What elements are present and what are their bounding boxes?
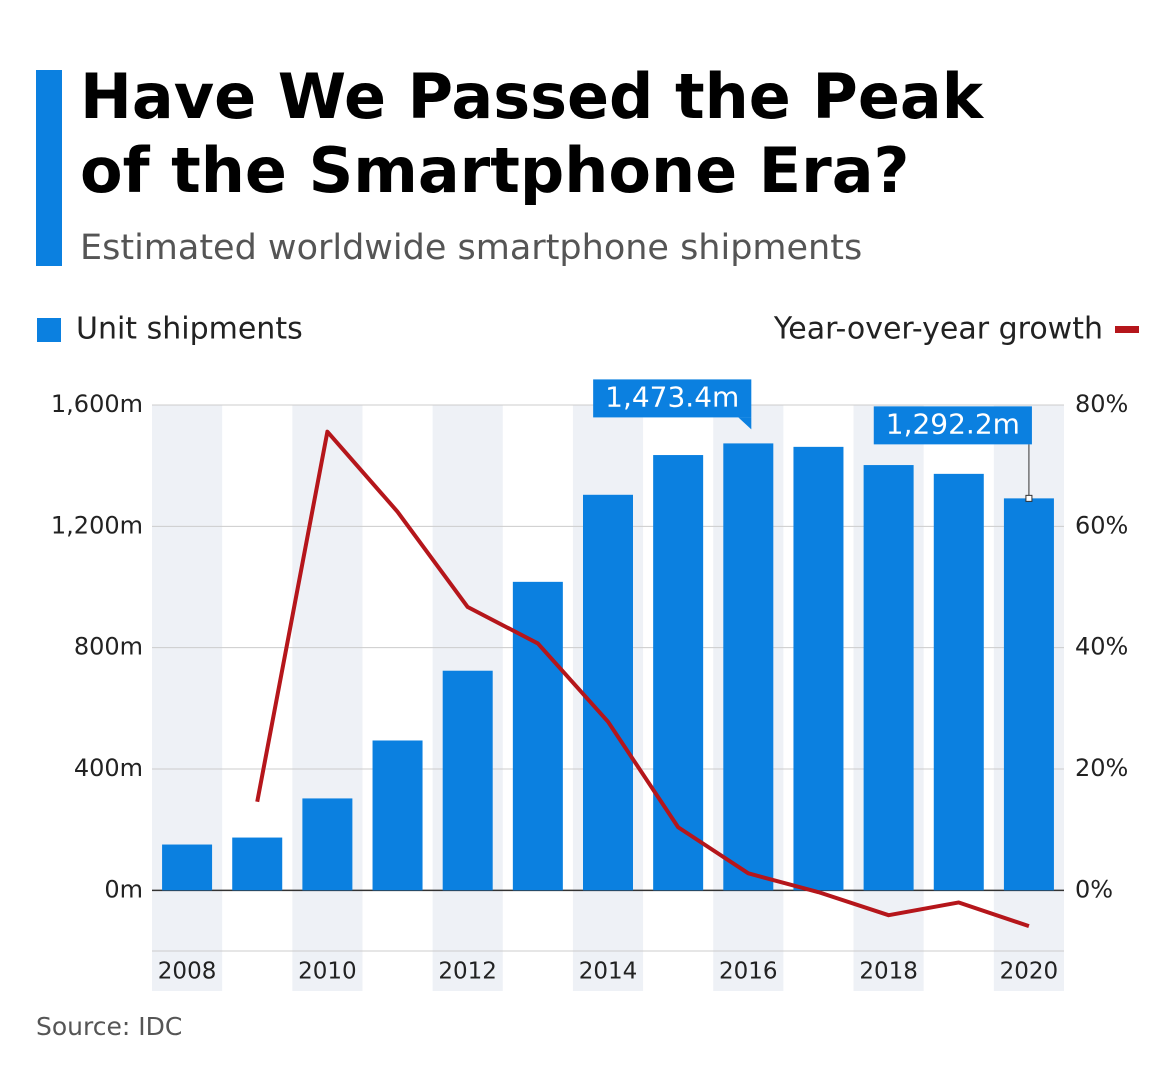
- annotation-pointer: [738, 417, 752, 430]
- bar: [232, 837, 283, 891]
- bar: [583, 494, 633, 891]
- y2-tick-label: 0%: [1075, 875, 1113, 903]
- legend-swatch: [37, 318, 61, 342]
- value-label: 1,473.4m: [605, 380, 739, 413]
- legend-label: Year-over-year growth: [773, 312, 1103, 347]
- y2-tick-label: 80%: [1075, 390, 1128, 418]
- bar: [653, 455, 704, 891]
- x-tick-label: 2018: [859, 959, 918, 985]
- y2-tick-label: 20%: [1075, 754, 1128, 782]
- chart-title: Have We Passed the Peak of the Smartphon…: [80, 60, 983, 207]
- column-stripe: [152, 405, 223, 991]
- bar: [933, 473, 984, 891]
- y-tick-label: 0m: [104, 875, 143, 903]
- y-tick-label: 800m: [74, 633, 143, 661]
- x-tick-label: 2010: [298, 959, 357, 985]
- bar: [372, 740, 423, 891]
- x-tick-label: 2016: [719, 959, 778, 985]
- bar: [723, 443, 774, 891]
- bar: [442, 670, 493, 891]
- chart-subtitle: Estimated worldwide smartphone shipments: [80, 228, 863, 268]
- value-label-box: [873, 406, 1032, 445]
- title-accent: [36, 70, 62, 266]
- value-label: 1,292.2m: [886, 407, 1020, 440]
- bar: [863, 465, 914, 891]
- line: [255, 429, 1030, 929]
- source: Source: IDC: [36, 1012, 182, 1041]
- bar: [1003, 498, 1054, 891]
- bar: [162, 844, 213, 891]
- bar: [793, 446, 844, 891]
- value-label-box: [593, 379, 752, 418]
- y2-tick-label: 40%: [1075, 633, 1128, 661]
- bar: [302, 798, 353, 891]
- y-tick-label: 1,600m: [51, 390, 143, 418]
- x-tick-label: 2008: [158, 959, 217, 985]
- legend-label: Unit shipments: [76, 312, 303, 347]
- legend-swatch: [1115, 326, 1139, 333]
- column-stripe: [292, 405, 363, 991]
- y-tick-label: 1,200m: [51, 511, 143, 539]
- x-tick-label: 2020: [1000, 959, 1059, 985]
- x-tick-label: 2012: [438, 959, 497, 985]
- bar: [512, 581, 563, 891]
- annotation-dot: [1025, 494, 1033, 502]
- y-tick-label: 400m: [74, 754, 143, 782]
- x-tick-label: 2014: [579, 959, 638, 985]
- y2-tick-label: 60%: [1075, 511, 1128, 539]
